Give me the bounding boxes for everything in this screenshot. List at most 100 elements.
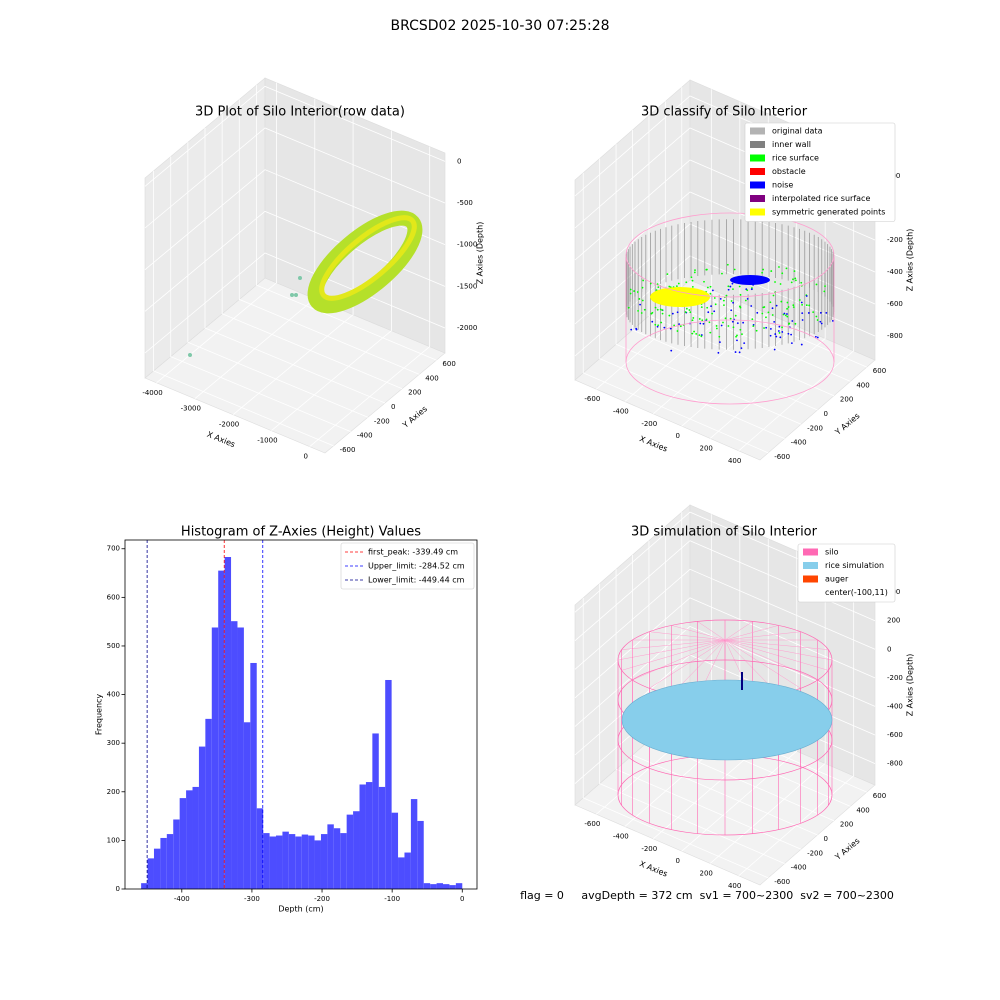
x-tick-label: -2000	[219, 421, 239, 429]
bar	[276, 835, 283, 889]
y-grid-line	[170, 156, 351, 432]
rice-surface	[701, 319, 704, 322]
rice-surface	[798, 299, 801, 301]
noise	[651, 320, 654, 323]
rice-surface	[708, 321, 711, 324]
y-tick-label: -600	[774, 878, 790, 886]
z-tick-label: 0	[887, 645, 891, 653]
legend-label: first_peak: -339.49 cm	[368, 548, 458, 557]
x-tick-label: -600	[584, 395, 600, 403]
noise	[790, 342, 793, 345]
rice-surface	[729, 317, 732, 320]
rice-surface	[627, 306, 630, 309]
rice-surface	[786, 315, 789, 318]
rice-surface	[790, 281, 793, 284]
rice-surface	[794, 277, 797, 280]
rice-surface	[763, 306, 766, 308]
rice-surface	[727, 285, 730, 288]
bar	[391, 812, 399, 889]
bar	[327, 824, 334, 889]
rice-surface	[659, 308, 662, 311]
noise	[731, 282, 734, 285]
legend-label: rice surface	[772, 154, 819, 163]
bar	[224, 557, 232, 889]
rice-surface	[738, 305, 741, 308]
y-grid-line	[582, 597, 769, 879]
rice-surface	[763, 327, 765, 329]
rice-surface	[722, 321, 724, 324]
y-tick-label: 0	[391, 403, 395, 411]
rice-surface	[693, 330, 695, 333]
noise	[777, 330, 780, 332]
noise	[786, 313, 788, 315]
noise	[774, 333, 777, 335]
silo-wire	[621, 639, 726, 650]
z-grid-line	[144, 210, 446, 312]
noise	[670, 349, 673, 352]
x-tick-label: 200	[700, 444, 713, 452]
x-tick-label: 400	[728, 457, 741, 465]
rice-surface	[629, 292, 632, 295]
z-grid-line	[144, 252, 446, 354]
rice-surface	[668, 285, 671, 288]
noise	[734, 351, 737, 353]
bar	[269, 836, 277, 889]
legend-label: interpolated rice surface	[772, 194, 870, 203]
rice-surface	[781, 326, 783, 329]
y-tick-label: 600	[873, 792, 886, 800]
legend-swatch	[803, 575, 818, 583]
noise	[736, 322, 739, 325]
rice-surface	[668, 314, 671, 317]
legend-label: Upper_limit: -284.52 cm	[368, 562, 465, 571]
legend-label: Lower_limit: -449.44 cm	[368, 576, 465, 585]
x-tick-label: -100	[384, 895, 400, 903]
noise	[720, 324, 723, 327]
rice-surface	[676, 285, 678, 288]
rice-surface	[718, 335, 721, 338]
noise	[801, 312, 804, 315]
rice-surface	[711, 312, 714, 315]
silo-wire	[649, 631, 726, 641]
y-tick-label: -600	[774, 453, 790, 461]
noise	[717, 351, 720, 354]
rice-surface	[785, 267, 788, 270]
chart-title: Histogram of Z-Axies (Height) Values	[181, 525, 421, 540]
rice-surface	[733, 268, 736, 271]
silo-wire	[671, 625, 726, 641]
noise	[819, 311, 822, 314]
y-tick-label: 300	[107, 739, 120, 747]
noise	[730, 309, 733, 312]
rice-surface	[673, 324, 676, 327]
rice-surface	[685, 281, 688, 284]
rice-surface	[655, 289, 658, 292]
y-grid-line	[582, 172, 769, 454]
rice-surface	[666, 273, 669, 276]
bar	[160, 837, 167, 889]
rice-surface	[722, 299, 725, 302]
x-grid-line	[232, 114, 354, 416]
y-axis-label: Y Axies	[400, 404, 429, 430]
figure-title: BRCSD02 2025-10-30 07:25:28	[390, 18, 609, 34]
rice-surface	[649, 282, 652, 285]
noise	[787, 332, 790, 335]
y-grid-line	[204, 128, 386, 404]
rice-surface	[755, 329, 758, 332]
x-tick-label: -3000	[181, 405, 201, 413]
noise	[800, 301, 803, 304]
noise	[736, 339, 738, 342]
y-tick-label: 200	[840, 396, 853, 404]
noise	[702, 322, 705, 325]
rice-surface	[706, 306, 709, 309]
y-tick-label: 700	[107, 545, 120, 553]
x-tick-label: 0	[303, 453, 307, 461]
bar	[443, 884, 450, 889]
rice-surface	[713, 297, 716, 299]
x-axis-label: X Axies	[638, 859, 669, 878]
bar	[263, 833, 270, 889]
silo-wire	[724, 631, 801, 641]
point-cloud	[319, 215, 417, 301]
z-tick-label: 200	[887, 617, 900, 625]
x-tick-label: -400	[613, 833, 629, 841]
noise	[790, 333, 793, 336]
y-grid-line	[187, 142, 369, 418]
